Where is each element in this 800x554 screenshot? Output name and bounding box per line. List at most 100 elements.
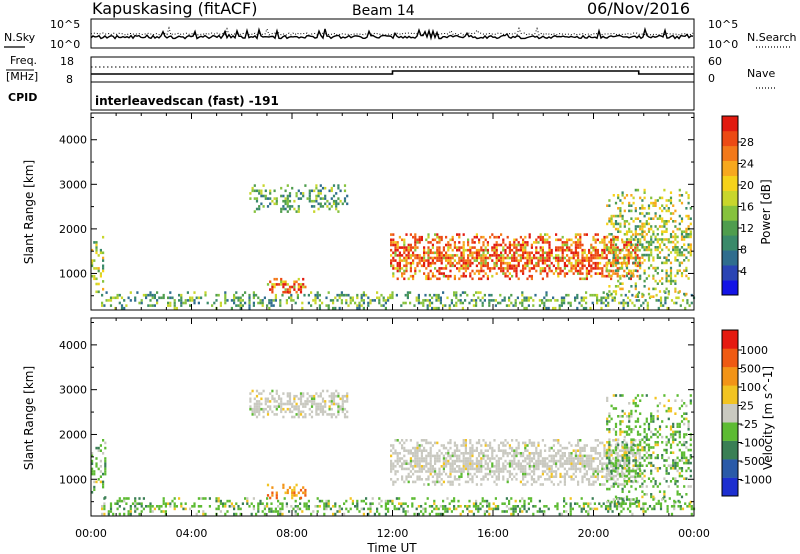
echo-cell-r2 [271, 389, 274, 393]
echo-cell-r2 [332, 402, 336, 406]
echo-cell-r1 [510, 293, 513, 297]
echo-cell-r5 [654, 443, 657, 447]
echo-cell-r4 [522, 475, 525, 478]
echo-cell-r1 [252, 301, 255, 305]
echo-cell-r2 [297, 407, 300, 411]
echo-cell-r4 [513, 269, 516, 273]
echo-cell-r5 [628, 498, 631, 501]
echo-cell-r1 [367, 507, 370, 511]
echo-cell-r5 [669, 269, 673, 272]
echo-cell-r1 [272, 299, 275, 302]
echo-cell-r1 [367, 512, 370, 516]
echo-cell-r5 [650, 493, 653, 496]
echo-cell-r5 [674, 412, 677, 415]
echo-cell-r1 [252, 497, 255, 500]
echo-cell-r4 [574, 454, 577, 458]
echo-cell-r1 [387, 296, 390, 300]
echo-cell-r1 [167, 502, 170, 505]
echo-cell-r2 [326, 413, 329, 416]
colorbar-tick-label: 28 [740, 136, 754, 149]
echo-cell-r5 [658, 246, 662, 249]
echo-cell-r5 [643, 493, 646, 496]
echo-cell-r1 [505, 497, 508, 500]
echo-cell-r1 [109, 299, 113, 302]
echo-cell-r4 [451, 465, 454, 468]
echo-cell-r5 [647, 274, 651, 278]
echo-cell-r4 [491, 267, 494, 270]
echo-cell-r4 [572, 472, 575, 476]
echo-cell-r3 [293, 285, 296, 289]
echo-cell-r1 [307, 301, 310, 305]
echo-cell-r4 [409, 475, 412, 478]
echo-cell-r5 [667, 409, 670, 413]
echo-cell-r5 [630, 230, 633, 233]
echo-cell-r4 [405, 264, 408, 268]
echo-cell-r4 [403, 454, 406, 458]
echo-cell-r1 [204, 497, 207, 500]
echo-cell-r4 [539, 235, 542, 239]
echo-cell-r4 [473, 449, 476, 452]
echo-cell-r4 [579, 467, 582, 471]
echo-cell-r4 [445, 251, 448, 255]
echo-cell-r5 [678, 435, 681, 439]
echo-cell-r4 [475, 459, 478, 463]
echo-cell-r1 [417, 512, 420, 516]
echo-cell-r5 [663, 495, 666, 499]
echo-cell-r1 [118, 505, 121, 508]
echo-cell-r4 [396, 452, 399, 455]
echo-cell-r4 [407, 248, 410, 252]
echo-cell-r1 [169, 301, 172, 305]
echo-cell-r5 [656, 240, 659, 244]
echo-cell-r5 [658, 196, 662, 200]
echo-cell-r4 [524, 467, 527, 471]
echo-cell-r4 [471, 238, 474, 242]
echo-cell-r4 [557, 256, 560, 260]
echo-cell-r4 [634, 439, 637, 442]
echo-cell-r1 [690, 293, 693, 297]
echo-cell-r1 [316, 505, 319, 508]
echo-cell-r1 [607, 505, 610, 508]
echo-cell-r1 [523, 502, 526, 505]
echo-cell-r4 [390, 459, 393, 463]
echo-cell-r5 [669, 464, 673, 467]
colorbar-swatch [722, 220, 738, 236]
echo-cell-r1 [149, 304, 152, 307]
echo-cell-r2 [269, 189, 272, 193]
echo-cell-r3 [288, 290, 292, 294]
echo-cell-r1 [589, 507, 592, 511]
echo-cell-r5 [676, 246, 679, 249]
echo-cell-r4 [502, 470, 505, 473]
echo-cell-r4 [513, 452, 516, 455]
echo-cell-r1 [431, 306, 434, 310]
echo-cell-r4 [508, 241, 511, 244]
echo-cell-r4 [603, 446, 606, 450]
echo-cell-r1 [477, 291, 480, 294]
echo-cell-r1 [437, 306, 440, 310]
echo-cell-r0 [102, 259, 105, 262]
echo-cell-r5 [625, 495, 629, 499]
echo-cell-r4 [394, 472, 397, 476]
echo-cell-r5 [656, 233, 659, 236]
echo-cell-r1 [367, 301, 370, 305]
echo-cell-r4 [559, 444, 562, 447]
echo-cell-r1 [120, 296, 124, 300]
echo-cell-r1 [497, 507, 500, 511]
echo-cell-r4 [416, 470, 419, 473]
echo-cell-r4 [566, 246, 569, 249]
echo-cell-r4 [451, 462, 454, 465]
echo-cell-r1 [272, 510, 275, 513]
echo-cell-r1 [541, 299, 544, 302]
echo-cell-r4 [515, 248, 518, 252]
echo-cell-r1 [466, 293, 469, 297]
echo-cell-r4 [535, 264, 538, 268]
echo-cell-r1 [329, 507, 332, 511]
echo-cell-r4 [517, 254, 520, 257]
echo-cell-r2 [255, 207, 259, 211]
echo-cell-r2 [282, 407, 285, 411]
echo-cell-r1 [591, 507, 594, 511]
echo-cell-r5 [608, 274, 611, 278]
echo-cell-r5 [612, 222, 615, 226]
echo-cell-r1 [585, 502, 588, 505]
colorbar-swatch [722, 130, 738, 147]
echo-cell-r5 [634, 256, 637, 259]
